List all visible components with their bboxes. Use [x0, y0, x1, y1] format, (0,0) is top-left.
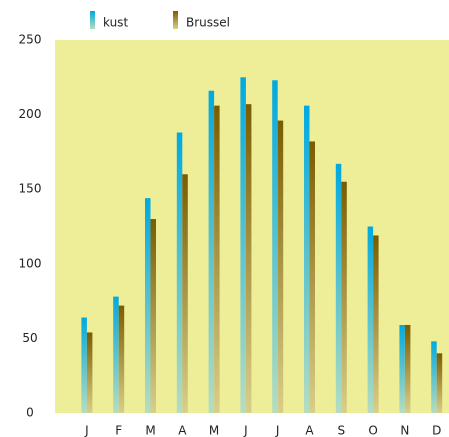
bar: [335, 163, 342, 413]
bar: [240, 77, 246, 414]
x-tick-label: J: [84, 424, 89, 437]
y-tick-label: 50: [22, 331, 37, 345]
bar: [208, 90, 215, 413]
bar: [373, 235, 379, 413]
legend-label: kust: [103, 16, 128, 30]
x-tick-label: O: [368, 424, 377, 437]
x-tick-label: J: [275, 424, 280, 437]
legend-swatch: [90, 11, 95, 29]
x-tick-label: A: [178, 424, 187, 437]
y-tick-label: 200: [19, 107, 42, 121]
bar: [277, 120, 284, 414]
bar: [436, 353, 443, 413]
x-tick-label: S: [337, 424, 345, 437]
bar: [86, 332, 93, 413]
y-tick-label: 100: [19, 256, 42, 270]
y-tick-label: 150: [19, 182, 42, 196]
legend-swatch: [173, 11, 178, 29]
x-tick-label: J: [243, 424, 248, 437]
y-tick-label: 250: [19, 33, 42, 47]
bar: [431, 341, 437, 413]
x-tick-label: A: [305, 424, 314, 437]
legend-label: Brussel: [186, 16, 230, 30]
x-tick-label: N: [400, 424, 409, 437]
bar: [272, 80, 278, 413]
bar: [214, 105, 220, 413]
bar: [399, 324, 405, 413]
bar: [145, 198, 151, 413]
bar: [150, 219, 156, 413]
bar: [81, 317, 87, 413]
x-tick-label: M: [209, 424, 219, 437]
bar: [341, 181, 347, 413]
bar: [309, 141, 315, 413]
bar: [118, 305, 125, 413]
x-tick-label: F: [115, 424, 122, 437]
bar: [245, 104, 252, 413]
bar: [176, 132, 183, 413]
bar: [404, 324, 411, 413]
x-tick-label: D: [432, 424, 441, 437]
bar: [182, 174, 188, 413]
y-tick-label: 0: [26, 406, 34, 420]
bar: [367, 226, 374, 413]
bar: [304, 105, 310, 413]
x-tick-label: M: [145, 424, 155, 437]
bar: [113, 296, 119, 413]
